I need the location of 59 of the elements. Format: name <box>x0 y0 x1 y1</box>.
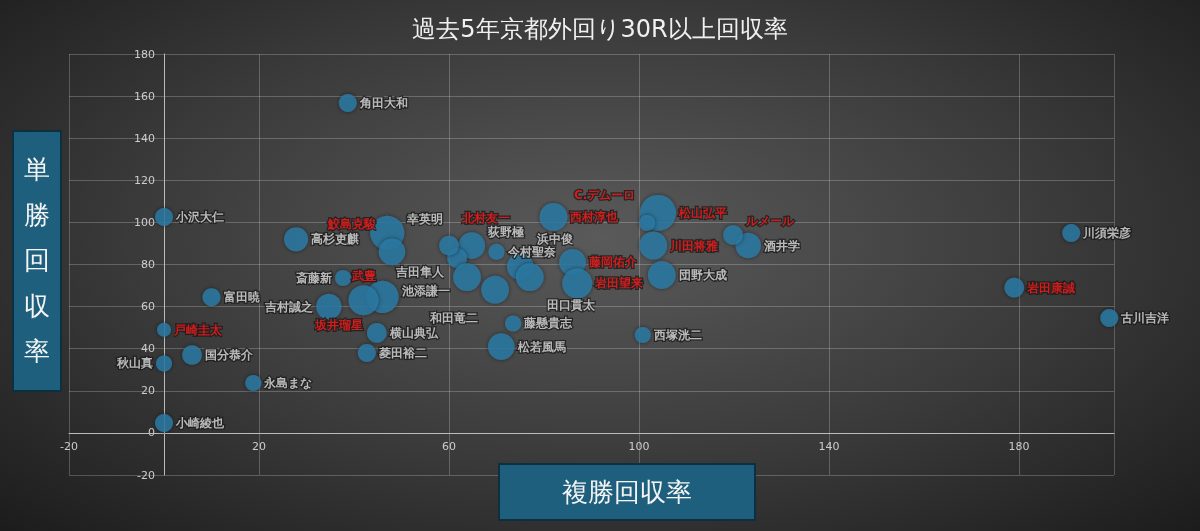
data-label: 団野大成 <box>678 268 727 283</box>
data-label: 川須栄彦 <box>1082 225 1132 240</box>
x-tick-label: 20 <box>252 440 266 453</box>
data-label: ルメール <box>744 214 795 229</box>
data-label: 北村友一 <box>460 210 510 225</box>
y-tick-label: 20 <box>141 384 155 398</box>
x-tick-label: 140 <box>818 440 840 453</box>
y-tick-label: 100 <box>134 215 155 229</box>
data-label: 池添謙一 <box>401 284 451 299</box>
data-label: 小崎綾也 <box>175 416 225 431</box>
x-tick-label: 60 <box>442 440 456 453</box>
data-label: 武豊 <box>350 269 376 284</box>
data-label: 永島まな <box>263 376 313 391</box>
data-label: 酒井学 <box>762 238 800 253</box>
x-tick-label: -20 <box>60 440 78 453</box>
data-label: 西村淳也 <box>569 209 620 224</box>
data-label: 秋山真 <box>115 356 153 371</box>
data-label: 吉田隼人 <box>395 265 446 280</box>
y-tick-label: 80 <box>141 258 155 271</box>
data-label: 西塚洸二 <box>652 328 702 343</box>
chart-title: 過去5年京都外回り30R以上回収率 <box>412 15 788 43</box>
data-label: 菱田裕二 <box>377 345 427 360</box>
data-label: 岩田望来 <box>594 276 644 291</box>
data-label: 岩田康誠 <box>1026 280 1076 295</box>
x-tick-label: 100 <box>628 440 650 453</box>
data-label: 横山典弘 <box>388 325 439 340</box>
data-label: 国分恭介 <box>204 348 254 363</box>
data-label: 川田将雅 <box>669 238 719 253</box>
data-label: 松若風馬 <box>516 339 566 354</box>
data-label: 斎藤新 <box>296 270 333 285</box>
data-label: 小沢大仁 <box>175 209 224 224</box>
data-label: 古川吉洋 <box>1120 310 1170 325</box>
x-axis-title-box: 複勝回収率 <box>498 463 756 521</box>
y-tick-label: 140 <box>134 131 155 145</box>
data-label: 角田大和 <box>358 96 408 111</box>
data-label: 富田暁 <box>223 290 260 305</box>
y-tick-label: 120 <box>134 173 155 187</box>
y-tick-label: 60 <box>141 300 155 314</box>
data-label: 藤懸貴志 <box>523 316 574 331</box>
y-axis-title: 単勝回収率 <box>24 153 50 369</box>
data-label: 田口貫太 <box>546 298 596 313</box>
data-label: 高杉吏麒 <box>311 232 360 247</box>
data-label: C.デムーロ <box>573 188 636 203</box>
data-label: 荻野極 <box>487 224 525 239</box>
y-tick-label: 40 <box>141 342 155 356</box>
data-label: 浜中俊 <box>535 231 574 246</box>
data-label: 幸英明 <box>406 211 444 226</box>
data-label: 坂井瑠星 <box>314 317 364 332</box>
data-label: 藤岡佑介 <box>587 255 638 270</box>
y-tick-label: 160 <box>134 89 155 103</box>
data-label: 和田竜二 <box>429 310 479 325</box>
data-label: 松山弘平 <box>678 205 727 220</box>
y-tick-label: -20 <box>137 468 155 482</box>
y-axis-title-box: 単勝回収率 <box>12 130 62 392</box>
y-tick-label: 180 <box>134 47 155 61</box>
data-label: 吉村誠之 <box>264 299 314 314</box>
x-tick-label: 180 <box>1008 440 1030 453</box>
data-label: 鮫島克駿 <box>326 216 377 231</box>
data-label: 戸崎圭太 <box>172 322 223 337</box>
